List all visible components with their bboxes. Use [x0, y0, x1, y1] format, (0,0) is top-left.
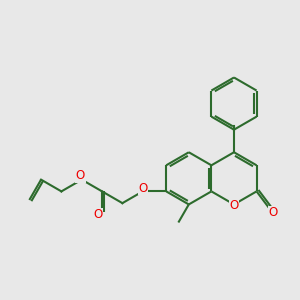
Text: O: O	[230, 199, 238, 212]
Text: O: O	[138, 182, 147, 195]
Text: O: O	[268, 206, 278, 219]
Text: O: O	[76, 169, 85, 182]
Text: O: O	[94, 208, 103, 221]
